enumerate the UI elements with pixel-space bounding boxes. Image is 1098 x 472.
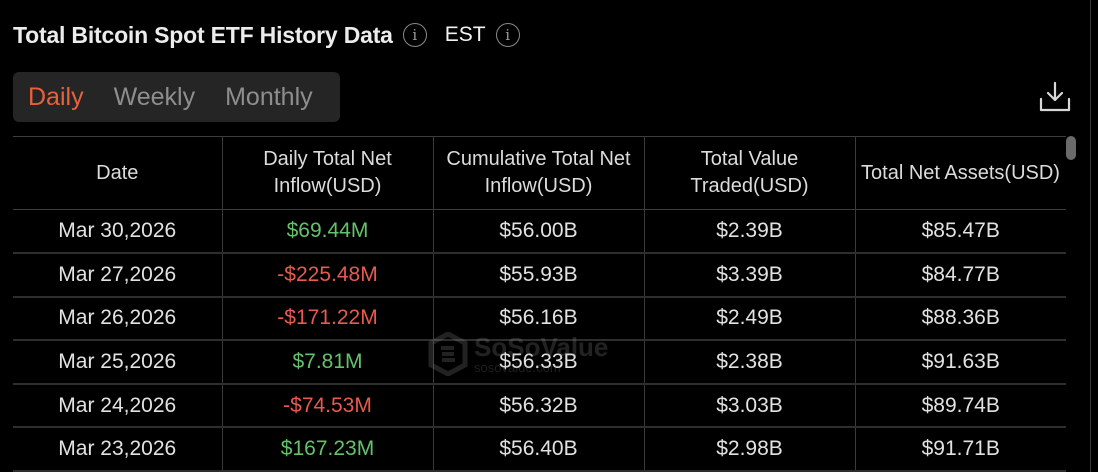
cell-net-assets: $84.77B: [854, 253, 1066, 298]
tab-daily[interactable]: Daily: [28, 82, 84, 111]
cell-net-assets: $91.63B: [854, 340, 1066, 385]
download-icon: [1039, 81, 1071, 112]
cell-net-assets: $85.47B: [854, 209, 1066, 255]
column-header-net-assets[interactable]: Total Net Assets(USD): [854, 136, 1066, 210]
timezone-info-icon[interactable]: i: [495, 23, 520, 47]
history-table-container: Date Daily Total Net Inflow(USD) Cumulat…: [13, 136, 1066, 472]
cell-daily-net-inflow: $69.44M: [221, 209, 433, 255]
cell-date: Mar 23,2026: [13, 427, 222, 472]
table-header-row: Date Daily Total Net Inflow(USD) Cumulat…: [13, 136, 1066, 210]
column-header-value-traded[interactable]: Total Value Traded(USD): [643, 136, 855, 210]
cell-value-traded: $3.39B: [643, 253, 855, 298]
cell-date: Mar 30,2026: [13, 209, 222, 255]
cell-net-assets: $88.36B: [854, 296, 1066, 342]
cell-value-traded: $2.38B: [643, 340, 855, 385]
table-scrollbar[interactable]: [1066, 136, 1076, 160]
column-header-daily-net-inflow[interactable]: Daily Total Net Inflow(USD): [221, 136, 433, 210]
page-title: Total Bitcoin Spot ETF History Data: [13, 21, 393, 48]
cell-net-assets: $89.74B: [854, 383, 1066, 429]
cell-date: Mar 27,2026: [13, 253, 222, 298]
cell-daily-net-inflow: -$225.48M: [221, 253, 433, 298]
timezone-label: EST: [444, 23, 486, 46]
cell-cumulative: $55.93B: [432, 253, 644, 298]
table-row: Mar 26,2026 -$171.22M $56.16B $2.49B $88…: [13, 296, 1066, 342]
table-row: Mar 25,2026 $7.81M $56.33B $2.38B $91.63…: [13, 340, 1066, 385]
info-circle-icon[interactable]: i: [402, 23, 427, 47]
history-table: Date Daily Total Net Inflow(USD) Cumulat…: [13, 136, 1066, 472]
cell-value-traded: $2.39B: [643, 209, 855, 255]
tab-monthly[interactable]: Monthly: [225, 82, 313, 111]
cell-cumulative: $56.32B: [432, 383, 644, 429]
cell-daily-net-inflow: -$171.22M: [221, 296, 433, 342]
table-row: Mar 30,2026 $69.44M $56.00B $2.39B $85.4…: [13, 209, 1066, 255]
download-button[interactable]: [1038, 80, 1072, 114]
cell-daily-net-inflow: $167.23M: [221, 427, 433, 472]
cell-date: Mar 26,2026: [13, 296, 222, 342]
period-tabs: Daily Weekly Monthly: [13, 72, 340, 122]
tab-weekly[interactable]: Weekly: [113, 82, 196, 111]
column-header-cumulative-net-inflow[interactable]: Cumulative Total Net Inflow(USD): [432, 136, 644, 210]
table-row: Mar 23,2026 $167.23M $56.40B $2.98B $91.…: [13, 427, 1066, 472]
panel-divider: [1090, 0, 1091, 472]
cell-cumulative: $56.33B: [432, 340, 644, 385]
table-row: Mar 27,2026 -$225.48M $55.93B $3.39B $84…: [13, 253, 1066, 298]
cell-date: Mar 24,2026: [13, 383, 222, 429]
section-header: Total Bitcoin Spot ETF History Data i ES…: [13, 18, 520, 52]
cell-cumulative: $56.00B: [432, 209, 644, 255]
cell-cumulative: $56.16B: [432, 296, 644, 342]
cell-daily-net-inflow: $7.81M: [221, 340, 433, 385]
cell-net-assets: $91.71B: [854, 427, 1066, 472]
cell-value-traded: $3.03B: [643, 383, 855, 429]
cell-value-traded: $2.98B: [643, 427, 855, 472]
cell-value-traded: $2.49B: [643, 296, 855, 342]
cell-daily-net-inflow: -$74.53M: [221, 383, 433, 429]
table-row: Mar 24,2026 -$74.53M $56.32B $3.03B $89.…: [13, 383, 1066, 429]
cell-cumulative: $56.40B: [432, 427, 644, 472]
column-header-date[interactable]: Date: [96, 161, 139, 184]
cell-date: Mar 25,2026: [13, 340, 222, 385]
